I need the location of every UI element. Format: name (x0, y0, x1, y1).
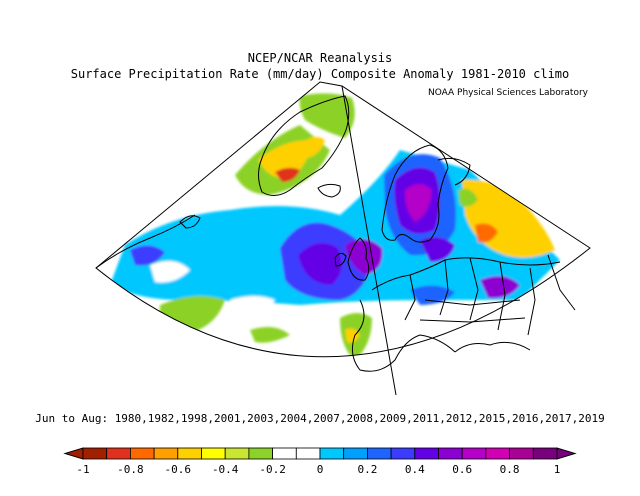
colorbar-swatch (177, 447, 202, 460)
colorbar-swatch (248, 447, 273, 460)
colorbar-swatch (106, 447, 131, 460)
colorbar-tick-label: -0.6 (165, 463, 192, 476)
colorbar-swatch (224, 447, 250, 460)
colorbar-arrow-high (556, 447, 577, 460)
colorbar-swatch (390, 447, 416, 460)
shaded-field (110, 93, 560, 357)
colorbar-swatch (153, 447, 179, 460)
colorbar-swatch (485, 447, 510, 460)
colorbar-tick-label: 0.2 (357, 463, 377, 476)
colorbar-swatch (438, 447, 463, 460)
colorbar-tick-label: -1 (76, 463, 89, 476)
colorbar-swatch (343, 447, 368, 460)
colorbar-tick-label: 1 (554, 463, 561, 476)
anomaly-map (95, 81, 591, 396)
colorbar-tick-label: 0.8 (500, 463, 520, 476)
colorbar-swatch (272, 447, 297, 460)
colorbar-swatch (532, 447, 558, 460)
colorbar-swatch (319, 447, 345, 460)
colorbar-swatch (461, 447, 487, 460)
title-line-2: Surface Precipitation Rate (mm/day) Comp… (70, 67, 570, 81)
coastlines (95, 95, 576, 372)
colorbar-swatch (129, 447, 155, 460)
colorbar-swatch (414, 447, 439, 460)
colorbar-swatch (295, 447, 321, 460)
colorbar-tick-label: 0.4 (405, 463, 425, 476)
credit-label: NOAA Physical Sciences Laboratory (427, 88, 588, 98)
colorbar-swatch (366, 447, 392, 460)
colorbar-swatch (82, 447, 108, 460)
colorbar-swatch (509, 447, 534, 460)
colorbar-tick-label: -0.2 (259, 463, 286, 476)
colorbar-tick-label: -0.8 (117, 463, 144, 476)
meridian-line (341, 85, 397, 396)
period-label: Jun to Aug: 1980,1982,1998,2001,2003,200… (35, 412, 605, 425)
title-line-1: NCEP/NCAR Reanalysis (247, 51, 393, 65)
colorbar-swatch (201, 447, 226, 460)
colorbar: -1 -0.8 -0.6 -0.4 -0.2 0 0.2 0.4 0.6 0.8 1 (63, 447, 577, 476)
colorbar-tick-label: -0.4 (212, 463, 239, 476)
map-frame (95, 81, 591, 358)
colorbar-arrow-low (63, 447, 84, 460)
colorbar-tick-label: 0.6 (452, 463, 472, 476)
colorbar-tick-label: 0 (317, 463, 324, 476)
